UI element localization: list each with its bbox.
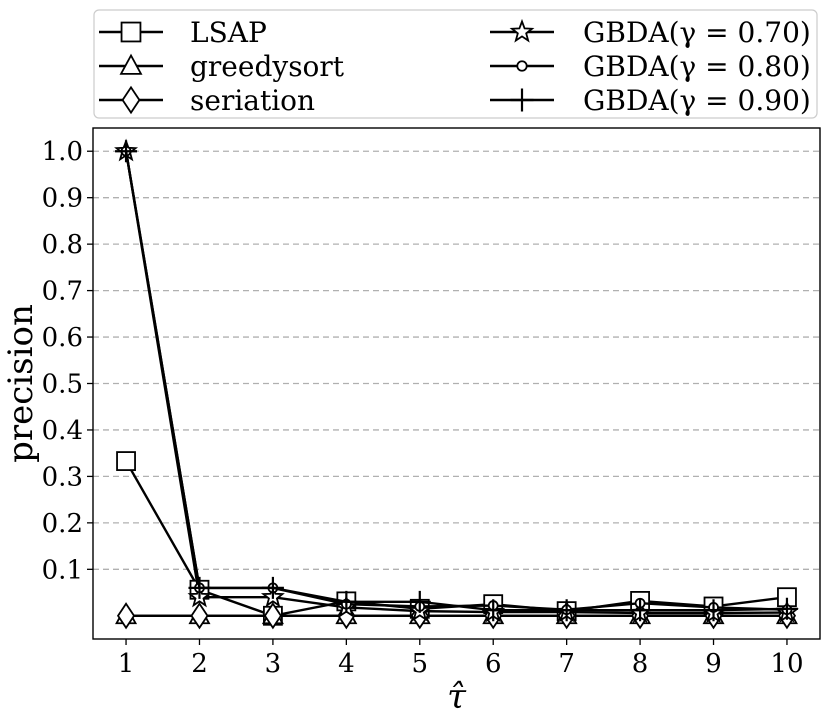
data-point-diamond [190, 602, 209, 630]
x-tick-label: 2 [191, 649, 208, 679]
data-point-plus [775, 597, 798, 620]
series-line [125, 460, 788, 618]
legend-item: GBDA(γ = 0.70) [490, 16, 811, 49]
x-tick-label: 5 [412, 649, 429, 679]
data-point-diamond [121, 85, 141, 115]
data-point-plus [555, 599, 578, 622]
y-tick-label: 0.2 [42, 509, 83, 539]
y-tick-label: 0.1 [42, 555, 83, 585]
legend-label: seriation [190, 84, 315, 117]
y-tick-label: 0.4 [42, 416, 83, 446]
data-point-plus [629, 599, 652, 622]
data-point-plus [188, 576, 211, 599]
x-axis-label: τ̂ [447, 677, 467, 717]
x-tick-label: 8 [632, 649, 649, 679]
legend-label: greedysort [190, 50, 345, 83]
grid-lines [93, 150, 820, 570]
x-tick-label: 10 [770, 649, 803, 679]
series-line [124, 151, 787, 611]
series-4 [120, 145, 793, 616]
y-tick-label: 1.0 [42, 137, 83, 167]
series-3 [114, 138, 799, 624]
y-tick-label: 0.6 [42, 323, 83, 353]
x-tick-label: 9 [705, 649, 722, 679]
data-point-plus [408, 590, 431, 613]
y-axis-label: precision [1, 304, 41, 463]
y-tick-label: 0.8 [42, 230, 83, 260]
data-point-circle [516, 60, 528, 72]
series-1 [115, 603, 798, 625]
data-point-star [509, 18, 535, 43]
data-point-diamond [263, 602, 282, 630]
data-point-plus [482, 599, 505, 622]
y-tick-label: 0.9 [42, 184, 83, 214]
x-tick-label: 3 [265, 649, 282, 679]
series-5 [115, 140, 798, 622]
y-tick-label: 0.5 [42, 370, 83, 400]
data-point-plus [261, 576, 284, 599]
legend-label: LSAP [190, 16, 267, 49]
legend-item: greedysort [99, 50, 345, 83]
data-point-plus [510, 88, 534, 112]
legend-item: GBDA(γ = 0.80) [490, 50, 811, 83]
x-tick-label: 7 [558, 649, 575, 679]
data-point-triangle [119, 53, 143, 75]
data-point-square [116, 451, 136, 471]
series-line [124, 151, 787, 612]
series-0 [116, 451, 797, 626]
series-layer [114, 138, 799, 630]
legend-item: LSAP [99, 16, 267, 49]
data-point-plus [702, 599, 725, 622]
legend-box [93, 9, 818, 119]
data-point-plus [335, 590, 358, 613]
data-point-diamond [116, 602, 136, 630]
legend-item: seriation [99, 84, 315, 117]
x-tick-label: 6 [485, 649, 502, 679]
series-line [124, 151, 787, 615]
legend-label: GBDA(γ = 0.90) [583, 84, 811, 117]
x-tick-label: 1 [118, 649, 135, 679]
x-tick-label: 4 [338, 649, 355, 679]
data-point-plus [115, 140, 138, 163]
legend-label: GBDA(γ = 0.80) [583, 50, 811, 83]
legend-item: GBDA(γ = 0.90) [490, 84, 811, 117]
axis-ticks: 0.1 0.2 0.3 0.4 0.5 0.6 0.7 0.8 0.9 1.0 1 2 3 4 5 6 7 8 9 1… [42, 137, 804, 679]
legend-label: GBDA(γ = 0.70) [583, 16, 811, 49]
y-tick-label: 0.3 [42, 462, 83, 492]
y-tick-label: 0.7 [42, 277, 83, 307]
data-point-square [120, 21, 142, 43]
